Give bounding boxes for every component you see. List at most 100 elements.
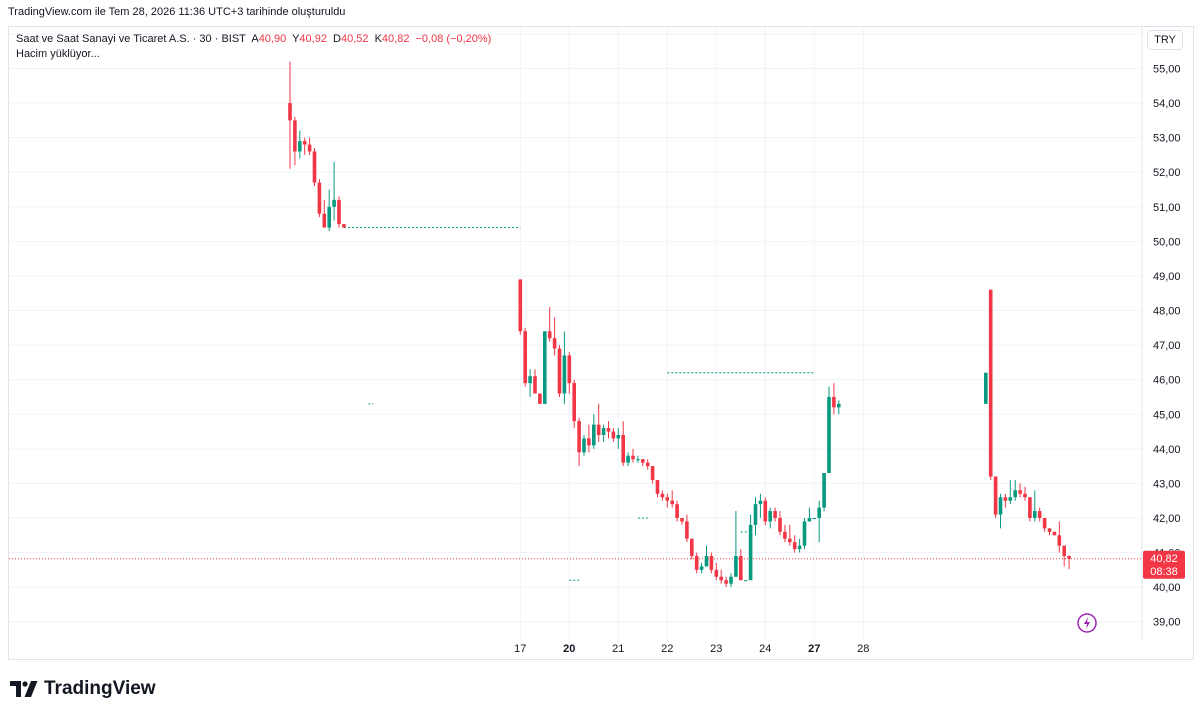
candle-body (998, 497, 1003, 515)
candle-body (837, 403, 841, 408)
y-tick-label: 54,00 (1153, 98, 1181, 110)
candle-body (342, 224, 346, 228)
currency-button[interactable]: TRY (1147, 30, 1183, 50)
candle-body (312, 151, 317, 183)
candle-body (337, 199, 341, 225)
symbol-name: Saat ve Saat Sanayi ve Ticaret A.S. · 30… (16, 33, 246, 45)
candle-body (317, 182, 322, 214)
candle-body (538, 393, 542, 404)
candle-body (601, 428, 606, 435)
y-tick-label: 50,00 (1153, 236, 1181, 248)
y-tick-label: 49,00 (1153, 271, 1181, 283)
x-tick-label: 24 (759, 643, 771, 655)
change-value: −0,08 (−0,20%) (415, 33, 492, 45)
candle-body (307, 144, 312, 152)
y-tick-label: 40,00 (1153, 582, 1181, 594)
y-tick-label: 39,00 (1153, 617, 1181, 629)
candle-body (719, 576, 723, 581)
candle-body (592, 424, 596, 446)
x-tick-label: 28 (857, 643, 869, 655)
candle-body (797, 545, 802, 550)
candle-body (832, 396, 836, 408)
low-label: D (333, 33, 341, 45)
candle-body (729, 576, 733, 584)
candle-body (758, 500, 763, 505)
candle-body (988, 289, 993, 477)
candle-body (743, 580, 748, 582)
close-value: 40,82 (381, 33, 410, 45)
candle-body (611, 431, 616, 439)
candle-body (641, 459, 645, 463)
candle-body (621, 435, 625, 463)
candle-body (1013, 490, 1017, 498)
x-tick-label: 20 (563, 643, 575, 655)
candle-body (788, 538, 792, 543)
open-label: A (251, 33, 259, 45)
y-tick-label: 55,00 (1153, 63, 1181, 75)
candle-body (792, 542, 797, 550)
candle-body (1008, 497, 1013, 501)
chart-frame (8, 26, 1194, 660)
candle-body (768, 511, 772, 522)
low-value: 40,52 (340, 33, 369, 45)
snapshot-caption: TradingView.com ile Tem 28, 2026 11:36 U… (8, 6, 346, 18)
candle-body (694, 556, 699, 570)
candle-body (302, 141, 307, 145)
candle-body (660, 493, 665, 498)
candle-body (332, 199, 336, 207)
candle-body (547, 331, 552, 339)
candle-body (288, 103, 292, 121)
candle-body (322, 213, 327, 228)
candle-body (704, 556, 709, 567)
y-tick-label: 52,00 (1153, 167, 1181, 179)
candle-body (577, 421, 581, 453)
candle-body (1018, 490, 1022, 494)
brand-name: TradingView (44, 678, 156, 699)
high-value: 40,92 (299, 33, 327, 45)
candle-body (606, 428, 611, 432)
candle-body (827, 396, 831, 474)
x-tick-label: 27 (808, 643, 820, 655)
candle-body (812, 517, 817, 519)
candle-body (1047, 528, 1052, 532)
candle-body (1052, 531, 1057, 536)
y-tick-label: 47,00 (1153, 340, 1181, 352)
candle-body (690, 538, 694, 557)
candle-body (518, 279, 523, 332)
candle-body (699, 566, 704, 570)
candle-body (298, 141, 302, 152)
candle-body (626, 455, 630, 463)
candle-body (616, 435, 621, 439)
candle-body (1028, 497, 1032, 518)
high-label: Y (292, 33, 300, 45)
candle-body (993, 476, 998, 515)
last-price-box (1143, 550, 1185, 579)
candle-body (773, 511, 777, 518)
candle-body (596, 424, 601, 435)
candle-body (543, 331, 547, 404)
y-tick-label: 45,00 (1153, 409, 1181, 421)
tradingview-logo-icon (10, 681, 38, 697)
last-price-label: 40,82 (1150, 553, 1178, 565)
candle-body (582, 438, 586, 453)
candle-body (748, 524, 753, 581)
candle-body (327, 206, 331, 228)
candle-body (675, 504, 679, 518)
candle-body (567, 355, 572, 384)
open-value: 40,90 (258, 33, 287, 45)
candle-body (670, 500, 674, 505)
ohlc-legend: Saat ve Saat Sanayi ve Ticaret A.S. · 30… (16, 33, 494, 45)
candle-body (572, 383, 576, 422)
candle-body (533, 376, 537, 394)
candle-body (665, 497, 670, 501)
candle-body (1062, 545, 1066, 557)
y-tick-label: 51,00 (1153, 202, 1181, 214)
y-tick-label: 43,00 (1153, 478, 1181, 490)
candle-body (562, 355, 567, 394)
close-label: K (374, 33, 382, 45)
candle-body (1042, 517, 1047, 529)
bar-countdown-label: 08:38 (1150, 566, 1178, 578)
candle-body (523, 331, 527, 384)
candle-body (984, 372, 988, 404)
